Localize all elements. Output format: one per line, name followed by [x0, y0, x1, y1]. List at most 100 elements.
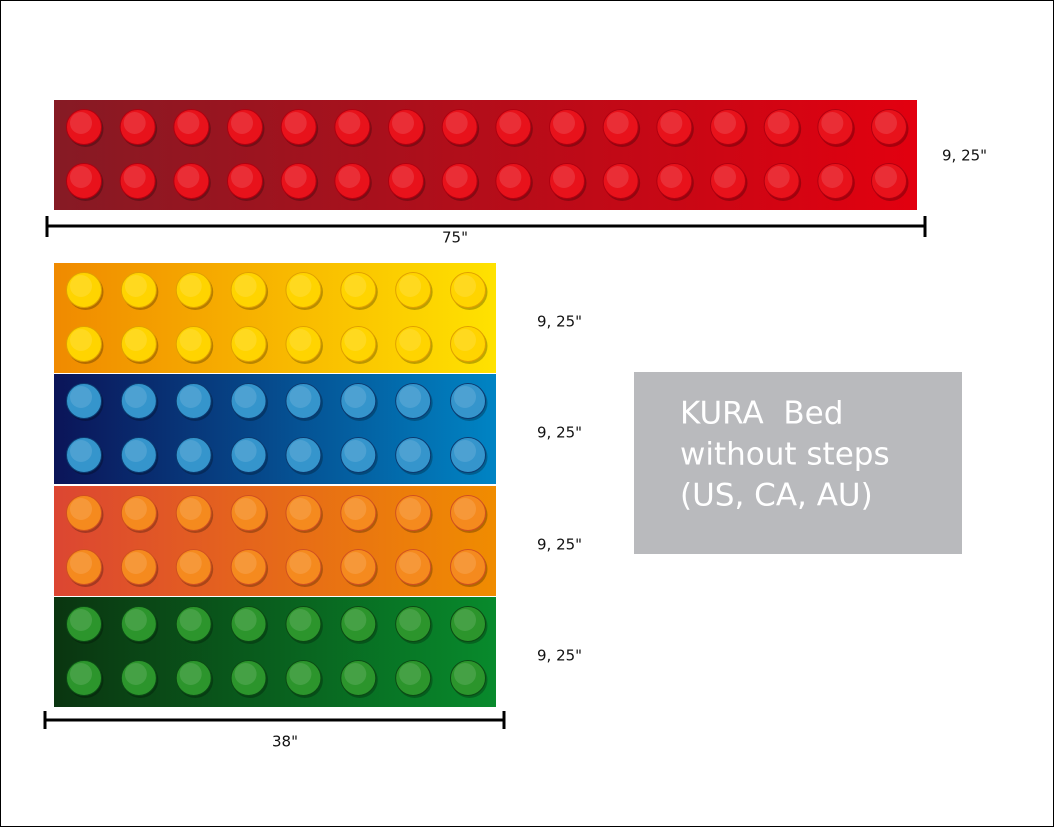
stud-highlight — [179, 498, 202, 520]
stud — [280, 163, 317, 199]
title-box — [634, 372, 962, 554]
stud-highlight — [714, 112, 736, 134]
stud — [334, 109, 371, 145]
stud-highlight — [234, 440, 257, 462]
stud-highlight — [124, 275, 147, 297]
stud — [450, 660, 486, 696]
stud-highlight — [338, 112, 361, 134]
width-label: 38" — [272, 733, 298, 751]
stud-highlight — [70, 440, 92, 462]
stud — [340, 606, 377, 642]
stud-highlight — [289, 275, 312, 297]
stud — [495, 109, 532, 145]
stud-highlight — [177, 166, 200, 188]
stud-highlight — [338, 166, 361, 188]
stud-highlight — [70, 663, 92, 685]
top-brick — [54, 100, 917, 210]
stud-highlight — [124, 329, 147, 351]
stud — [450, 495, 486, 531]
stud — [285, 383, 322, 419]
stud-highlight — [284, 112, 307, 134]
stud-highlight — [179, 386, 202, 408]
stud-highlight — [499, 166, 522, 188]
stud-highlight — [399, 663, 422, 685]
stud-highlight — [399, 386, 422, 408]
title-line: without steps — [680, 437, 890, 473]
stud — [175, 272, 212, 308]
stud-highlight — [70, 166, 92, 188]
stud-highlight — [399, 440, 422, 462]
stud-highlight — [289, 609, 312, 631]
stud — [395, 437, 432, 473]
stud — [710, 163, 746, 199]
stud — [66, 495, 102, 531]
stud-highlight — [875, 166, 897, 188]
stud — [450, 383, 486, 419]
stud — [602, 163, 639, 199]
stud — [230, 272, 267, 308]
stud — [66, 383, 102, 419]
stud — [656, 109, 693, 145]
stud-highlight — [767, 166, 790, 188]
stud — [340, 549, 377, 585]
dimension-38 — [43, 711, 506, 729]
stud-highlight — [875, 112, 897, 134]
stud-highlight — [821, 166, 844, 188]
stud — [395, 272, 432, 308]
height-label: 9, 25" — [537, 313, 582, 331]
stud — [230, 549, 267, 585]
height-label: 9, 25" — [942, 147, 987, 165]
stud-highlight — [124, 498, 147, 520]
stud — [549, 163, 585, 199]
stud-highlight — [289, 440, 312, 462]
stud — [395, 326, 432, 362]
brick — [54, 486, 496, 596]
stud — [285, 495, 322, 531]
stud — [66, 326, 102, 362]
stud — [173, 109, 210, 145]
stud — [227, 109, 263, 145]
stud-highlight — [234, 386, 257, 408]
stud — [441, 109, 478, 145]
stud — [175, 495, 212, 531]
stud — [340, 437, 377, 473]
stud-highlight — [179, 609, 202, 631]
stud-highlight — [234, 663, 257, 685]
height-label: 9, 25" — [537, 647, 582, 665]
stud — [175, 549, 212, 585]
stud-highlight — [499, 112, 522, 134]
stud-highlight — [714, 166, 736, 188]
stud-highlight — [179, 663, 202, 685]
stud-highlight — [177, 112, 200, 134]
stud — [175, 326, 212, 362]
stud — [395, 495, 432, 531]
stud-highlight — [454, 386, 476, 408]
brick-stack — [54, 263, 496, 707]
stud — [450, 326, 486, 362]
stud — [450, 272, 486, 308]
stud — [230, 660, 267, 696]
stud — [602, 109, 639, 145]
stud-highlight — [289, 386, 312, 408]
stud — [175, 383, 212, 419]
stud — [175, 437, 212, 473]
stud — [119, 109, 156, 145]
stud-highlight — [767, 112, 790, 134]
stud-highlight — [234, 329, 257, 351]
width-label: 75" — [442, 229, 468, 247]
stud — [285, 660, 322, 696]
stud — [66, 549, 102, 585]
stud-highlight — [289, 552, 312, 574]
stud — [230, 437, 267, 473]
stud — [395, 383, 432, 419]
stud-highlight — [70, 498, 92, 520]
dimension-75 — [45, 216, 927, 237]
stud — [120, 660, 157, 696]
stud-highlight — [344, 275, 367, 297]
stud — [763, 163, 800, 199]
stud-highlight — [399, 275, 422, 297]
stud — [285, 437, 322, 473]
stud — [763, 109, 800, 145]
stud-highlight — [123, 112, 146, 134]
